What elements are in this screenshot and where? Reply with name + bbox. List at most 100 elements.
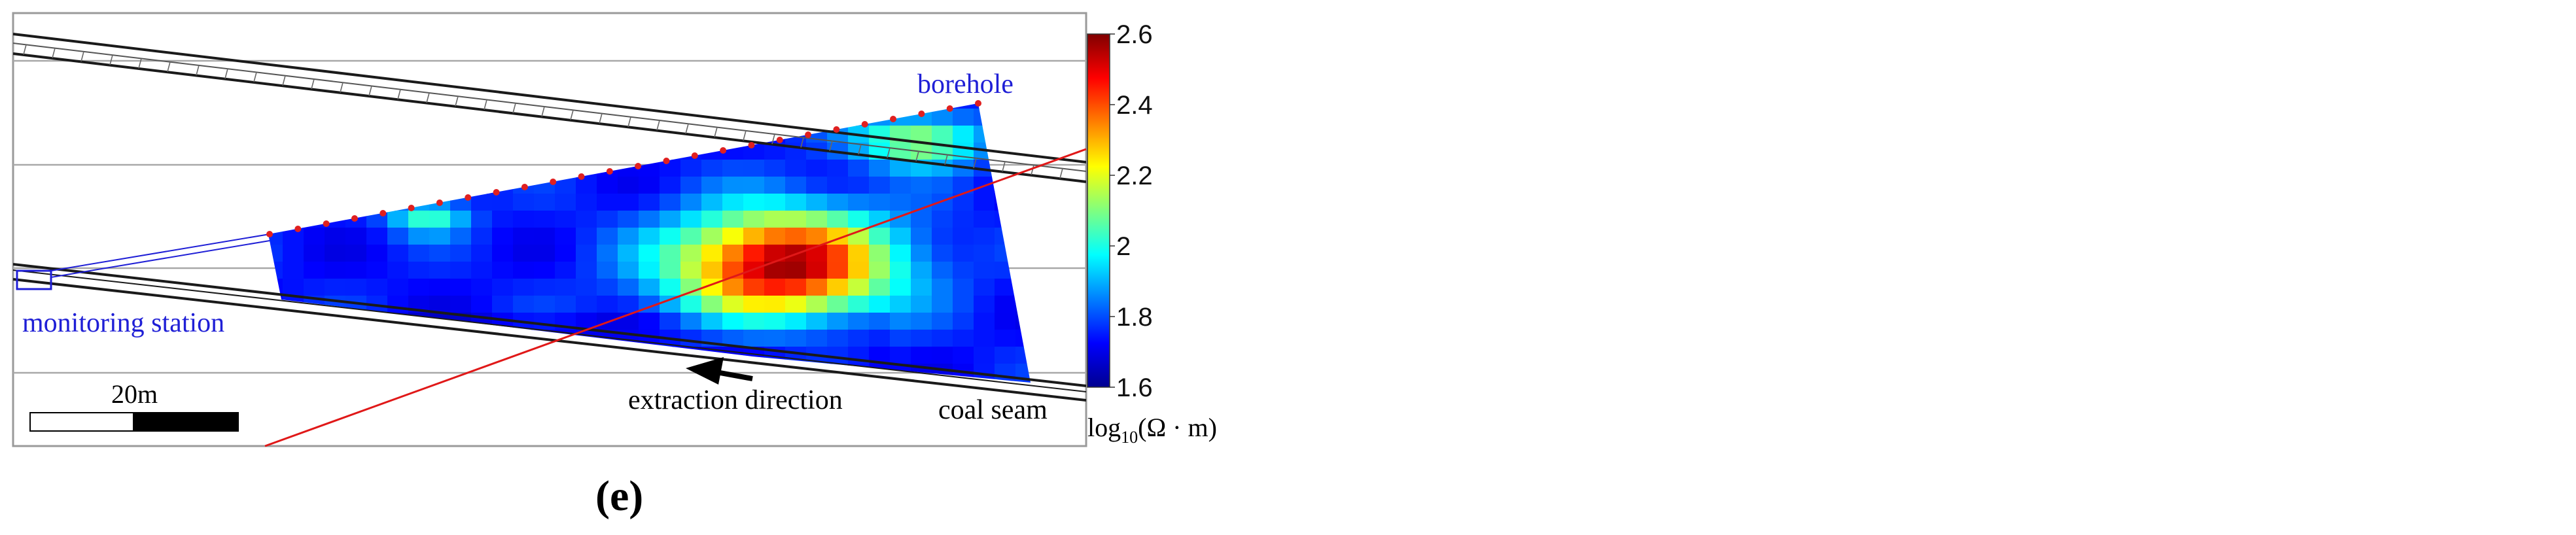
tomogram-cell: [576, 296, 597, 313]
tomogram-cell: [618, 228, 639, 245]
tomogram-cell: [680, 296, 702, 313]
tomogram-cell: [680, 194, 702, 211]
tomogram-cell: [869, 126, 891, 143]
electrode-dot: [578, 173, 585, 180]
roof-hatch-mark: [282, 75, 286, 86]
tomogram-cell: [890, 143, 911, 160]
tomogram-cell: [450, 245, 472, 262]
tomogram-cell: [827, 347, 849, 364]
tomogram-cell: [827, 330, 849, 347]
roof-hatch-mark: [743, 130, 747, 141]
tomogram-cell: [597, 194, 618, 211]
electrode-dot: [975, 100, 981, 107]
tomogram-cell: [387, 245, 409, 262]
tomogram-cell: [764, 194, 786, 211]
tomogram-cell: [785, 262, 807, 279]
tomogram-cell: [513, 228, 535, 245]
tomogram-cell: [953, 262, 974, 279]
tomogram-cell: [785, 228, 807, 245]
colorbar-tick-label: 2.4: [1116, 91, 1153, 120]
roof-hatch-mark: [426, 92, 430, 103]
tomogram-cell: [848, 262, 870, 279]
tomogram-cell: [848, 211, 870, 228]
tomogram-cell: [848, 194, 870, 211]
tomogram-cell: [806, 194, 828, 211]
tomogram-cell: [953, 313, 974, 330]
tomogram-cell: [974, 313, 995, 330]
tomogram-cell: [764, 313, 786, 330]
tomogram-cell: [827, 160, 849, 177]
tomogram-cell: [408, 211, 430, 228]
tomogram-cell: [450, 228, 472, 245]
tomogram-cell: [345, 262, 367, 279]
tomogram-cell: [576, 177, 597, 194]
tomogram-cell: [639, 194, 660, 211]
tomogram-cell: [953, 103, 974, 109]
roof-hatch-mark: [52, 48, 56, 58]
tomogram-cell: [869, 211, 891, 228]
tomogram-cell: [806, 262, 828, 279]
electrode-dot: [833, 126, 840, 133]
tomogram-cell: [890, 347, 911, 364]
roof-hatch-mark: [1031, 165, 1034, 175]
roof-hatch-mark: [23, 44, 27, 55]
roof-hatch-mark: [685, 124, 689, 134]
roof-hatch-mark: [1002, 161, 1006, 172]
tomogram-cell: [576, 211, 597, 228]
tomogram-cell: [304, 279, 325, 296]
colorbar: 2.6 2.4 2.2 2 1.8 1.6 log10(Ω · m): [1087, 20, 1217, 447]
roof-hatch-mark: [512, 103, 516, 113]
electrode-dot: [436, 199, 443, 206]
tomogram-cell: [743, 211, 765, 228]
tomogram-cell: [639, 245, 660, 262]
colorbar-tick-label: 2: [1116, 232, 1131, 261]
tomogram-cell: [848, 177, 870, 194]
tomogram-cell: [366, 245, 388, 262]
tomogram-cell: [743, 330, 765, 347]
tomogram-cell: [555, 262, 576, 279]
tomogram-cell: [597, 262, 618, 279]
tomogram-cell: [387, 296, 409, 313]
roof-hatch-mark: [656, 120, 660, 131]
roof-hatch-mark: [944, 154, 948, 165]
monitoring-station-marker: [16, 269, 52, 290]
tomogram-cell: [869, 330, 891, 347]
roof-hatch-mark: [541, 106, 545, 117]
tomogram-cell: [785, 194, 807, 211]
roof-hatch-mark: [368, 86, 372, 96]
tomogram-cell: [911, 245, 932, 262]
tomogram-cell: [827, 211, 849, 228]
tomogram-cell: [660, 211, 681, 228]
tomogram-cell: [869, 160, 891, 177]
tomogram-cell: [953, 228, 974, 245]
tomogram-cell: [974, 262, 995, 279]
tomogram-cell: [995, 296, 1016, 313]
electrode-dot: [493, 189, 500, 196]
tomogram-cell: [555, 245, 576, 262]
tomogram-cell: [492, 296, 514, 313]
tomogram-cell: [932, 313, 953, 330]
tomogram-cell: [848, 296, 870, 313]
tomogram-cell: [743, 279, 765, 296]
tomogram-cell: [953, 347, 974, 364]
tomogram-cell: [722, 313, 744, 330]
tomogram-cell: [408, 279, 430, 296]
tomogram-cell: [974, 296, 995, 313]
tomogram-cell: [492, 228, 514, 245]
tomogram-cell: [869, 177, 891, 194]
roof-hatch-mark: [599, 113, 603, 124]
tomogram-cell: [911, 313, 932, 330]
tomogram-cell: [806, 279, 828, 296]
tomogram-cell: [660, 279, 681, 296]
tomogram-cell: [701, 245, 723, 262]
tomogram-cell: [597, 245, 618, 262]
tomogram-cell: [534, 296, 556, 313]
tomogram-cell: [513, 211, 535, 228]
tomogram-cell: [618, 262, 639, 279]
tomogram-cell: [953, 245, 974, 262]
tomogram-cell: [911, 347, 932, 364]
roof-hatch-mark: [858, 144, 862, 155]
tomogram-cell: [743, 313, 765, 330]
tomogram-cell: [660, 194, 681, 211]
tomogram-cell: [1015, 364, 1031, 381]
